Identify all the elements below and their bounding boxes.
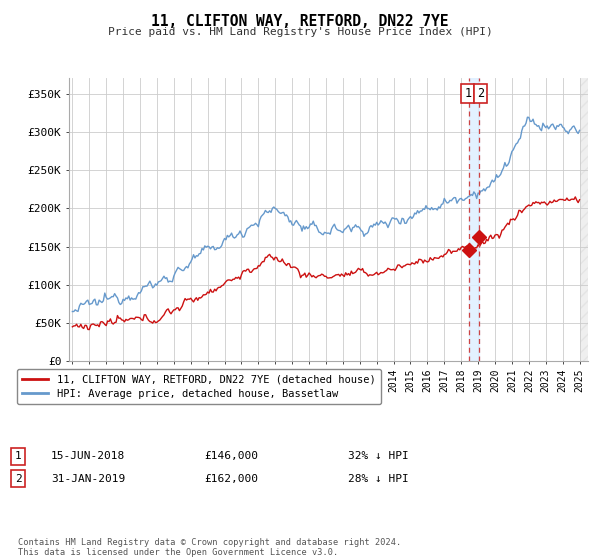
Bar bbox=[469, 78, 479, 361]
Legend: 11, CLIFTON WAY, RETFORD, DN22 7YE (detached house), HPI: Average price, detache: 11, CLIFTON WAY, RETFORD, DN22 7YE (deta… bbox=[17, 369, 381, 404]
Text: 2: 2 bbox=[14, 474, 22, 484]
Text: 1: 1 bbox=[14, 451, 22, 461]
Text: 32% ↓ HPI: 32% ↓ HPI bbox=[348, 451, 409, 461]
Text: Contains HM Land Registry data © Crown copyright and database right 2024.
This d: Contains HM Land Registry data © Crown c… bbox=[18, 538, 401, 557]
Text: £162,000: £162,000 bbox=[204, 474, 258, 484]
Text: Price paid vs. HM Land Registry's House Price Index (HPI): Price paid vs. HM Land Registry's House … bbox=[107, 27, 493, 37]
Text: 1: 1 bbox=[464, 87, 472, 100]
Text: 11, CLIFTON WAY, RETFORD, DN22 7YE: 11, CLIFTON WAY, RETFORD, DN22 7YE bbox=[151, 14, 449, 29]
Text: £146,000: £146,000 bbox=[204, 451, 258, 461]
Text: 28% ↓ HPI: 28% ↓ HPI bbox=[348, 474, 409, 484]
Text: 31-JAN-2019: 31-JAN-2019 bbox=[51, 474, 125, 484]
Text: 15-JUN-2018: 15-JUN-2018 bbox=[51, 451, 125, 461]
Text: 2: 2 bbox=[477, 87, 484, 100]
